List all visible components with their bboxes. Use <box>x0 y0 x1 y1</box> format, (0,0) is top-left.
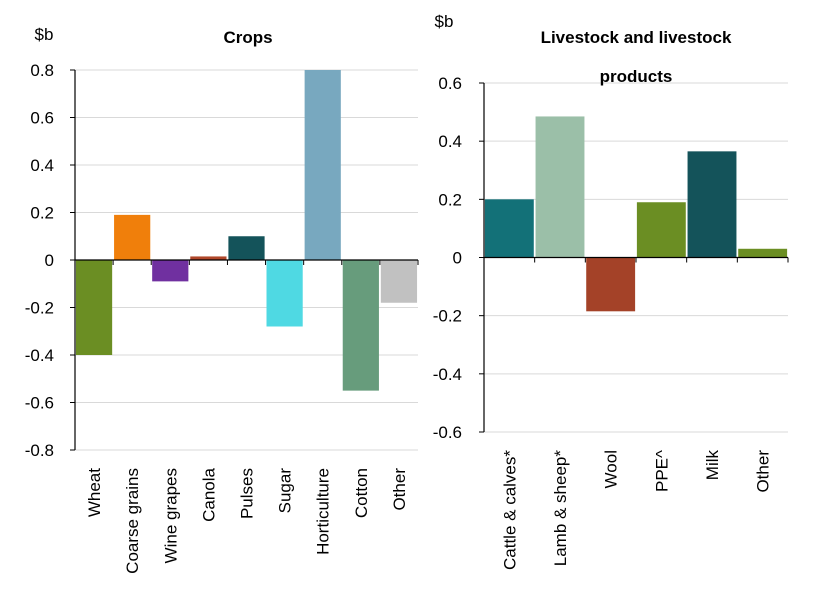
category-label: Other <box>754 450 773 493</box>
category-label: Wine grapes <box>161 468 180 563</box>
y-tick-label: 0.6 <box>438 74 462 93</box>
bar <box>342 260 379 391</box>
category-label: Canola <box>199 467 218 521</box>
chart-title-line: Livestock and livestock <box>541 28 732 47</box>
bar <box>738 248 788 258</box>
category-label: Wheat <box>85 468 104 517</box>
category-label: Horticulture <box>314 468 333 555</box>
bar <box>152 260 189 282</box>
y-tick-label: 0 <box>45 251 54 270</box>
y-tick-label: -0.8 <box>25 441 54 460</box>
livestock-chart: 0.6 0.4 0.2 0 -0.2 -0.4 -0.6 $b Livestock and li… <box>433 12 789 570</box>
category-label: Cattle & calves* <box>500 450 519 570</box>
y-tick-label: 0 <box>453 249 462 268</box>
category-label: Other <box>390 468 409 511</box>
bar <box>484 199 534 258</box>
chart-title-line: products <box>600 67 673 86</box>
y-tick-label: 0.2 <box>438 190 462 209</box>
category-label: Pulses <box>238 468 257 519</box>
bar <box>380 260 418 303</box>
y-tick-label: 0.6 <box>30 109 54 128</box>
bar <box>266 260 303 327</box>
category-label: Coarse grains <box>123 468 142 574</box>
category-label: Wool <box>602 450 621 488</box>
y-tick-label: 0.8 <box>30 61 54 80</box>
y-tick-label: 0.4 <box>30 156 54 175</box>
bar <box>228 236 265 260</box>
y-tick-label: -0.4 <box>25 346 54 365</box>
y-tick-label: -0.2 <box>433 307 462 326</box>
chart-title: Crops <box>223 28 272 47</box>
category-label: Lamb & sheep* <box>551 450 570 567</box>
bar <box>75 260 113 355</box>
y-tick-label: -0.6 <box>25 394 54 413</box>
bar <box>114 214 151 260</box>
bar <box>636 202 686 258</box>
category-label: Cotton <box>352 468 371 518</box>
bar <box>687 151 737 258</box>
bar <box>190 256 227 260</box>
y-axis-unit: $b <box>35 25 54 44</box>
category-label: Sugar <box>276 468 295 514</box>
category-label: PPE^ <box>652 450 671 492</box>
y-tick-label: -0.4 <box>433 365 462 384</box>
y-tick-label: -0.6 <box>433 423 462 442</box>
y-axis-unit: $b <box>435 12 454 31</box>
bar <box>535 116 585 258</box>
category-label: Milk <box>703 450 722 481</box>
crops-chart: 0.8 0.6 0.4 0.2 0 -0.2 -0.4 -0.6 -0.8 $b Crops Whea… <box>25 25 419 574</box>
y-tick-label: 0.2 <box>30 204 54 223</box>
y-tick-label: -0.2 <box>25 299 54 318</box>
bar <box>586 257 636 312</box>
bar <box>304 70 341 260</box>
y-tick-label: 0.4 <box>438 132 462 151</box>
